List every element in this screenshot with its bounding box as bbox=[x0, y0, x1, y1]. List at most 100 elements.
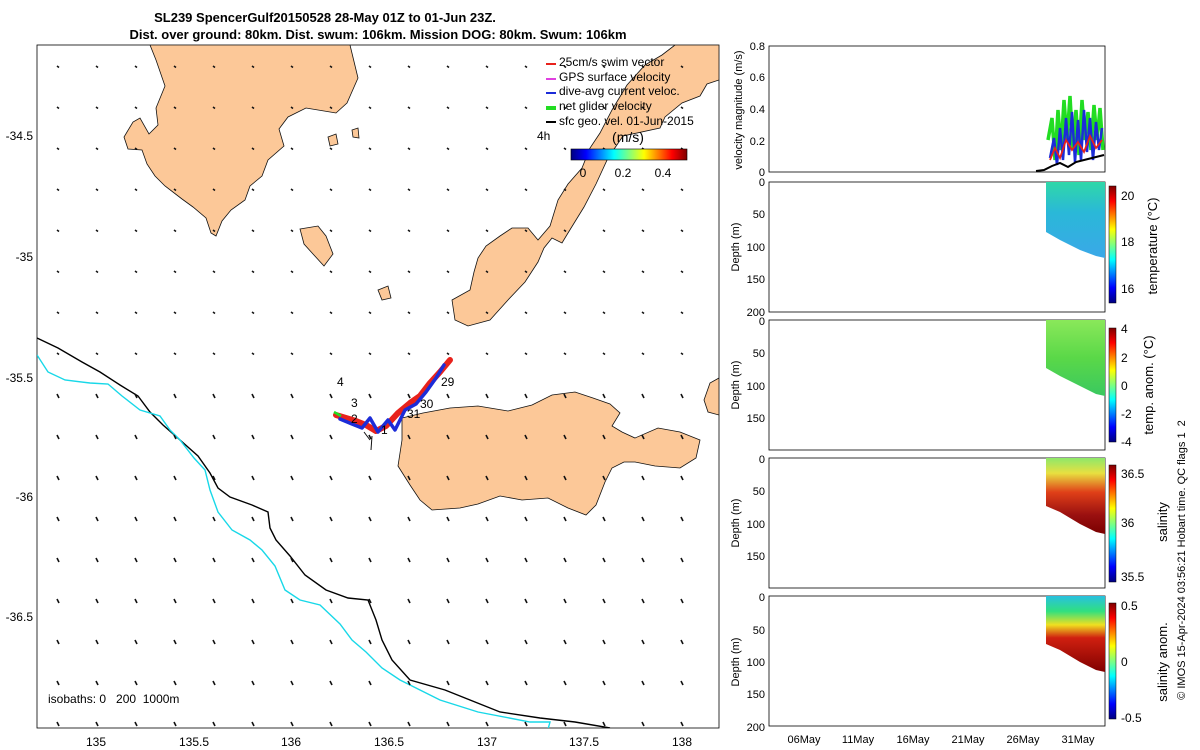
current-vector-287 bbox=[641, 721, 645, 727]
current-vector-274 bbox=[134, 721, 138, 727]
current-vector-202 bbox=[641, 516, 645, 522]
current-vector-252 bbox=[602, 639, 606, 645]
date-tick-31May: 31May bbox=[1061, 734, 1095, 746]
velocity-frame bbox=[768, 45, 1106, 173]
current-vector-205 bbox=[95, 557, 99, 563]
current-vector-255 bbox=[56, 680, 60, 686]
salinity-y-tick-0: 0 bbox=[759, 454, 765, 466]
current-vector-114 bbox=[524, 311, 528, 315]
current-vector-288 bbox=[680, 721, 684, 727]
date-tick-21May: 21May bbox=[951, 734, 985, 746]
current-vector-139 bbox=[173, 393, 177, 399]
current-vector-152 bbox=[680, 393, 684, 399]
current-vector-110 bbox=[368, 311, 372, 315]
temp-anomaly-y-tick-150: 150 bbox=[747, 413, 765, 425]
salinity-cbar-tick-35.5: 35.5 bbox=[1121, 570, 1145, 584]
current-vector-232 bbox=[485, 598, 489, 604]
land-fleurieu-peninsula bbox=[703, 377, 719, 416]
current-vector-63 bbox=[524, 188, 528, 192]
current-vector-221 bbox=[56, 598, 60, 604]
current-vector-146 bbox=[446, 393, 450, 399]
land-island-1 bbox=[299, 225, 334, 267]
current-vector-30 bbox=[563, 106, 567, 110]
salinity-cbar-label: salinity bbox=[1155, 502, 1170, 542]
current-vector-219 bbox=[641, 557, 645, 563]
temp-anomaly-cbar-tick-2: 2 bbox=[1121, 351, 1128, 365]
temperature-y-tick-50: 50 bbox=[753, 209, 765, 221]
current-vector-198 bbox=[485, 516, 489, 522]
current-vector-282 bbox=[446, 721, 450, 727]
current-vector-225 bbox=[212, 598, 216, 604]
isobath-1000m bbox=[37, 337, 611, 728]
legend-4h-label: 4h bbox=[537, 129, 550, 143]
legend-label-swim: 25cm/s swim vector bbox=[559, 55, 664, 69]
current-vector-112 bbox=[446, 311, 450, 315]
land-island-4 bbox=[377, 285, 392, 301]
current-vector-149 bbox=[563, 393, 567, 399]
current-vector-168 bbox=[641, 434, 645, 440]
temp-anomaly-panel: 0 50 100 150 Depth (m) 4 2 0 -2 -4 temp.… bbox=[730, 316, 1156, 451]
current-vector-24 bbox=[329, 106, 333, 110]
current-vector-46 bbox=[524, 147, 528, 151]
map-colorbar-label: (m/s) bbox=[612, 129, 644, 145]
current-vector-279 bbox=[329, 721, 333, 727]
temperature-y-tick-150: 150 bbox=[747, 274, 765, 286]
temperature-cbar-tick-20: 20 bbox=[1121, 189, 1135, 203]
current-vector-84 bbox=[680, 229, 684, 233]
salinity-colorbar bbox=[1108, 464, 1117, 583]
current-vector-186 bbox=[680, 475, 684, 481]
current-vector-185 bbox=[641, 475, 645, 481]
current-vector-247 bbox=[407, 639, 411, 645]
current-vector-101 bbox=[680, 270, 684, 274]
map-colorbar-tick-0.2: 0.2 bbox=[615, 166, 632, 180]
current-vector-172 bbox=[134, 475, 138, 481]
current-vector-155 bbox=[134, 434, 138, 440]
temperature-cbar-label: temperature (°C) bbox=[1145, 198, 1160, 295]
current-vector-92 bbox=[329, 270, 333, 274]
map-x-tick-137: 137 bbox=[477, 735, 497, 749]
current-vector-64 bbox=[563, 188, 567, 192]
track-sfc-vectors bbox=[363, 431, 373, 451]
salinity-y-tick-150: 150 bbox=[747, 551, 765, 563]
track-label-4: 4 bbox=[337, 375, 344, 389]
current-vector-193 bbox=[290, 516, 294, 522]
salinity-anomaly-y-tick-50: 50 bbox=[753, 625, 765, 637]
current-vector-230 bbox=[407, 598, 411, 604]
current-vector-216 bbox=[524, 557, 528, 563]
current-vector-156 bbox=[173, 434, 177, 440]
current-vector-43 bbox=[407, 147, 411, 151]
current-vector-235 bbox=[602, 598, 606, 604]
current-vector-52 bbox=[95, 188, 99, 192]
current-vector-87 bbox=[134, 270, 138, 274]
temp-anomaly-y-tick-100: 100 bbox=[747, 381, 765, 393]
current-vector-115 bbox=[563, 311, 567, 315]
salinity-anomaly-colorbar bbox=[1108, 602, 1117, 720]
current-vector-278 bbox=[290, 721, 294, 727]
current-vector-251 bbox=[563, 639, 567, 645]
current-vector-231 bbox=[446, 598, 450, 604]
current-vector-190 bbox=[173, 516, 177, 522]
current-vector-62 bbox=[485, 188, 489, 192]
current-vector-99 bbox=[602, 270, 606, 274]
map-x-tick-135: 135 bbox=[86, 735, 106, 749]
salinity-anomaly-cbar-label: salinity anom. bbox=[1155, 622, 1170, 701]
current-vector-56 bbox=[251, 188, 255, 192]
map-y-tick-36: -36 bbox=[16, 490, 34, 504]
map-x-tick-137.5: 137.5 bbox=[569, 735, 599, 749]
current-vector-69 bbox=[95, 229, 99, 233]
current-vector-241 bbox=[173, 639, 177, 645]
current-vector-77 bbox=[407, 229, 411, 233]
current-vector-184 bbox=[602, 475, 606, 481]
track-label-29: 29 bbox=[441, 375, 455, 389]
current-vector-160 bbox=[329, 434, 333, 440]
temperature-y-label: Depth (m) bbox=[730, 223, 742, 272]
current-vector-47 bbox=[563, 147, 567, 151]
isobath-200m bbox=[37, 354, 551, 728]
current-vector-207 bbox=[173, 557, 177, 563]
current-vector-201 bbox=[602, 516, 606, 522]
current-vector-189 bbox=[134, 516, 138, 522]
current-vector-61 bbox=[446, 188, 450, 192]
current-vector-134 bbox=[641, 352, 645, 356]
current-vector-88 bbox=[173, 270, 177, 274]
current-vector-20 bbox=[173, 106, 177, 110]
